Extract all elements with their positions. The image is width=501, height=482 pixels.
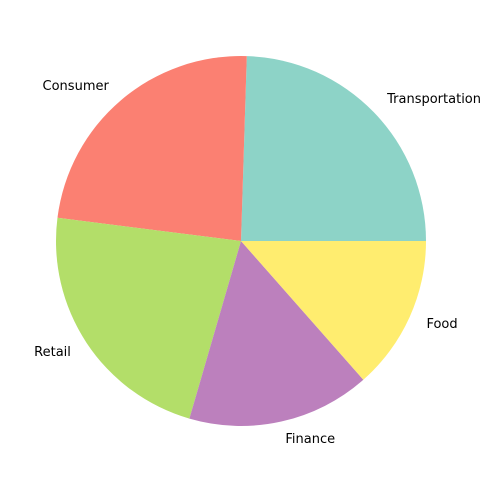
pie-labels: Transportation Consumer Retail Finance Food [34, 79, 481, 447]
pie-slice-food [241, 241, 426, 380]
pie-label-finance: Finance [285, 432, 335, 447]
pie-slice-transportation [241, 56, 426, 242]
pie-label-consumer: Consumer [43, 79, 110, 94]
pie-slice-consumer [57, 55, 247, 241]
pie-label-transportation: Transportation [386, 92, 481, 107]
pie-label-food: Food [426, 317, 457, 332]
pie-label-retail: Retail [34, 345, 71, 360]
pie-slice-finance [189, 241, 364, 426]
pie-slices [56, 55, 426, 426]
pie-slice-retail [56, 217, 242, 419]
